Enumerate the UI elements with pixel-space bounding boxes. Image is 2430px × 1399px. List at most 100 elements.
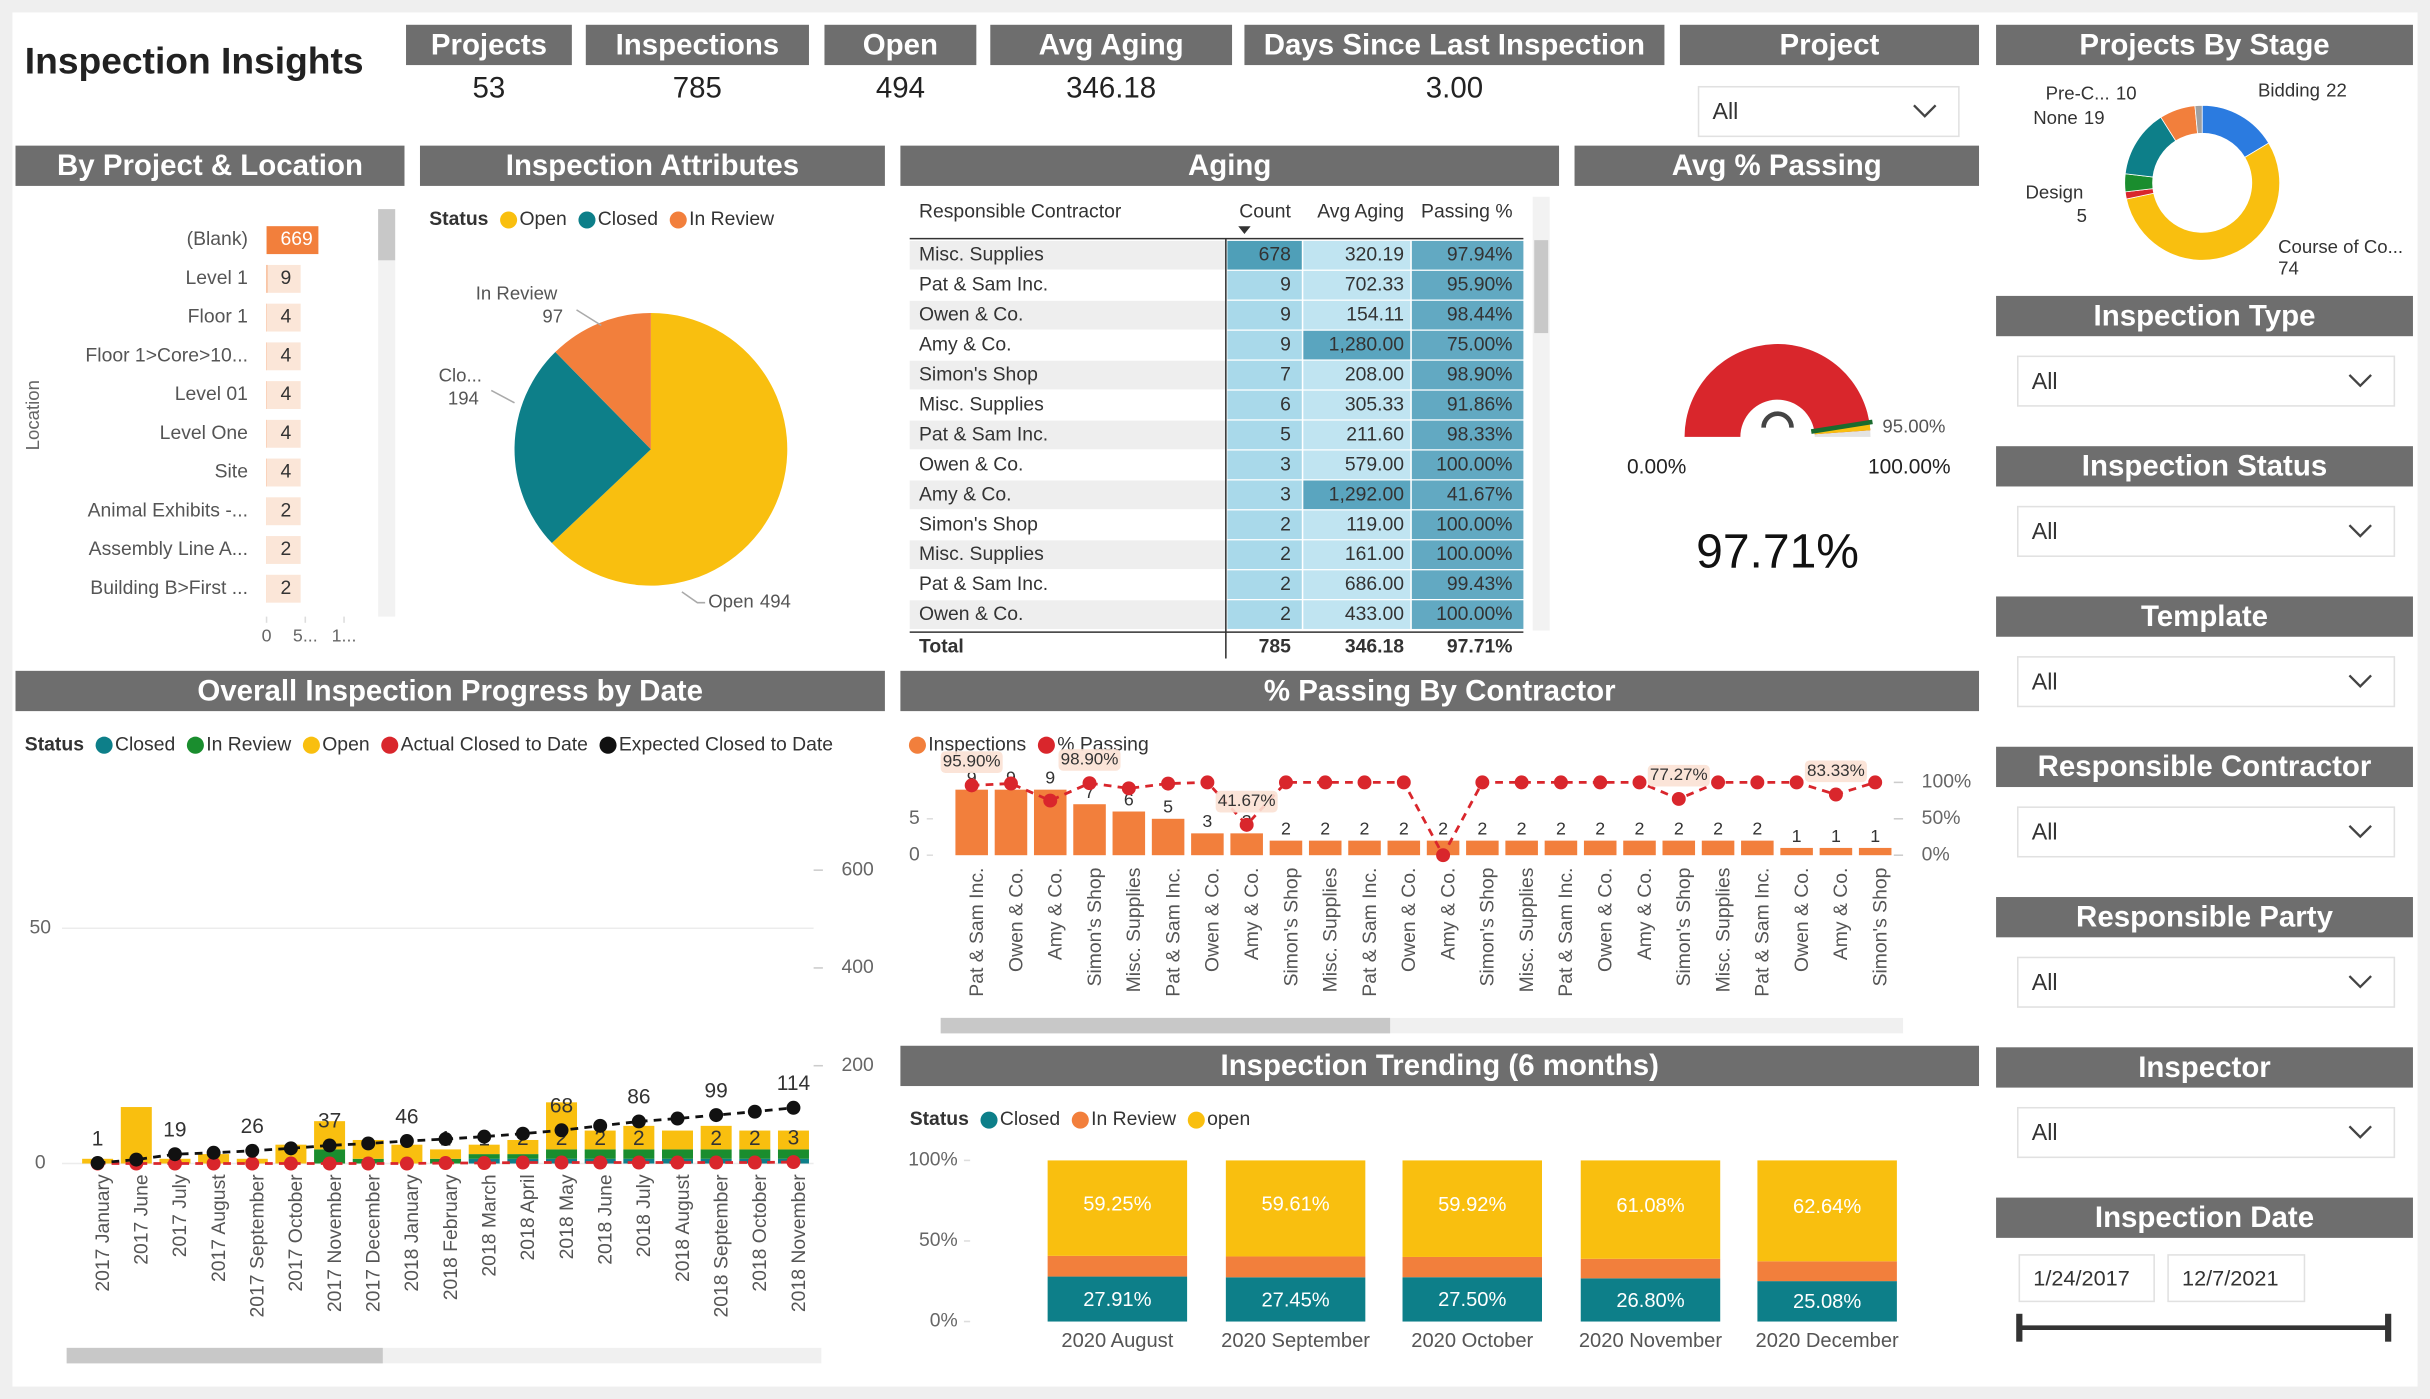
kpi-value: 3.00 bbox=[1426, 72, 1483, 105]
dropdown[interactable] bbox=[2016, 1106, 2396, 1159]
table-cell: 100.00% bbox=[1436, 513, 1512, 535]
total-cell: Total bbox=[919, 636, 964, 658]
table-cell: 97.94% bbox=[1447, 244, 1513, 266]
line-point bbox=[399, 1156, 414, 1171]
line-point bbox=[1828, 787, 1843, 802]
dropdown[interactable] bbox=[2016, 956, 2396, 1008]
dropdown-chevron[interactable] bbox=[2348, 524, 2372, 538]
line-point bbox=[361, 1136, 376, 1151]
scroll-thumb[interactable] bbox=[378, 209, 396, 261]
bar bbox=[739, 1130, 771, 1150]
table-cell: 6 bbox=[1280, 393, 1291, 415]
slider-handle[interactable] bbox=[2385, 1313, 2392, 1342]
y-tick-label: Site bbox=[215, 461, 248, 483]
bar-track bbox=[266, 303, 301, 332]
table-cell: 678 bbox=[1259, 244, 1291, 266]
dropdown-value: All bbox=[2032, 368, 2058, 394]
bar-segment bbox=[1757, 1281, 1897, 1322]
cell-shade bbox=[1227, 600, 1302, 629]
cell-shade bbox=[1303, 330, 1411, 360]
bar bbox=[777, 1130, 809, 1150]
y-tick-label: Assembly Line A... bbox=[89, 538, 248, 560]
data-label: 26.80% bbox=[1616, 1290, 1684, 1312]
line-point bbox=[964, 778, 979, 793]
bar bbox=[468, 1144, 500, 1155]
dropdown-chevron[interactable] bbox=[2348, 674, 2372, 688]
row-band bbox=[909, 360, 1226, 390]
data-label: 4 bbox=[281, 383, 292, 405]
data-label: 1 bbox=[92, 1127, 104, 1150]
bar bbox=[1662, 840, 1696, 856]
line-point bbox=[1711, 775, 1726, 790]
kpi-value: 785 bbox=[673, 72, 722, 105]
bar-track bbox=[266, 458, 301, 487]
cell-shade bbox=[1227, 480, 1302, 510]
dropdown-chevron[interactable] bbox=[2348, 824, 2372, 839]
x-tick-label: Simon's Shop bbox=[1280, 868, 1302, 987]
section-header bbox=[900, 1045, 1980, 1087]
bar bbox=[584, 1149, 616, 1159]
dropdown-chevron[interactable] bbox=[1913, 104, 1937, 118]
x-tick-label: 0 bbox=[262, 625, 272, 645]
cell-shade bbox=[1227, 330, 1302, 360]
legend-title: Status bbox=[25, 733, 84, 755]
bar-track bbox=[266, 419, 301, 448]
dropdown[interactable] bbox=[2016, 355, 2396, 407]
bar bbox=[1269, 840, 1303, 856]
dropdown[interactable] bbox=[2016, 656, 2396, 708]
scroll-thumb[interactable] bbox=[66, 1347, 383, 1364]
line-point bbox=[747, 1155, 762, 1170]
table-cell: 41.67% bbox=[1447, 483, 1513, 505]
table-cell: 2 bbox=[1280, 513, 1291, 535]
data-label: 2 bbox=[281, 577, 292, 599]
line-point bbox=[786, 1100, 801, 1115]
y-tick-label: Animal Exhibits -... bbox=[88, 499, 248, 521]
line-point bbox=[1789, 775, 1804, 790]
x-tick-label: Misc. Supplies bbox=[1516, 868, 1538, 993]
scroll-thumb[interactable] bbox=[1534, 240, 1549, 334]
section-header bbox=[15, 145, 405, 186]
data-label: 2 bbox=[1360, 818, 1370, 838]
data-label: 2 bbox=[710, 1127, 722, 1150]
x-tick-label: Owen & Co. bbox=[1202, 868, 1224, 972]
dropdown-chevron[interactable] bbox=[2348, 374, 2372, 388]
column-header: Passing % bbox=[1421, 200, 1512, 222]
pie-slice bbox=[555, 312, 651, 450]
dropdown-value: All bbox=[2032, 668, 2058, 694]
date-input[interactable] bbox=[2018, 1254, 2155, 1303]
table-cell: 1,280.00 bbox=[1329, 334, 1405, 356]
dropdown-chevron[interactable] bbox=[2348, 1125, 2372, 1139]
section-header bbox=[1996, 24, 2413, 66]
line-point bbox=[709, 1155, 724, 1170]
dropdown[interactable] bbox=[2016, 806, 2396, 858]
section-header bbox=[1996, 295, 2413, 337]
dropdown[interactable] bbox=[1697, 85, 1960, 138]
pie-slice bbox=[551, 312, 788, 586]
bar-segment bbox=[1580, 1258, 1721, 1279]
section-title: Inspection Trending (6 months) bbox=[1221, 1049, 1659, 1082]
line-point bbox=[593, 1118, 608, 1133]
label-box bbox=[1647, 764, 1710, 787]
line-point bbox=[1396, 775, 1411, 790]
row-band bbox=[909, 450, 1226, 480]
line-point bbox=[515, 1155, 530, 1170]
bar bbox=[777, 1149, 809, 1159]
data-label: 3 bbox=[788, 1126, 800, 1149]
x-tick-label: Owen & Co. bbox=[1398, 868, 1420, 972]
y2-tick-label: 50% bbox=[1922, 807, 1961, 829]
bar-track bbox=[266, 264, 301, 293]
legend-label: open bbox=[1207, 1108, 1250, 1130]
pie-slice bbox=[514, 352, 651, 544]
bar-segment bbox=[1047, 1276, 1188, 1322]
data-label: 2 bbox=[281, 538, 292, 560]
slice-value: 19 bbox=[2084, 107, 2105, 128]
cell-shade bbox=[1303, 510, 1411, 540]
date-input[interactable] bbox=[2167, 1254, 2306, 1303]
dropdown[interactable] bbox=[2016, 505, 2396, 557]
y-tick-label: Building B>First ... bbox=[90, 577, 248, 599]
gauge-value bbox=[1684, 344, 1871, 437]
dropdown-chevron[interactable] bbox=[2348, 975, 2372, 989]
scroll-thumb[interactable] bbox=[940, 1017, 1391, 1034]
slider-handle[interactable] bbox=[2016, 1313, 2023, 1342]
bar-segment bbox=[1402, 1277, 1542, 1322]
